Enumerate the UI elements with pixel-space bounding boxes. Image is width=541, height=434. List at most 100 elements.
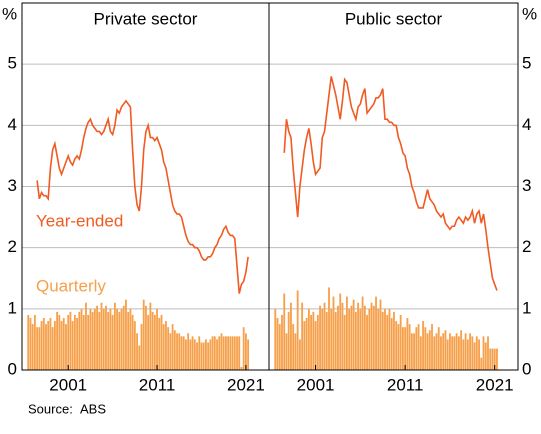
y-tick-label: 3 [8, 176, 17, 195]
bar [473, 342, 476, 370]
panel-title: Public sector [345, 9, 443, 28]
y-tick-label: 3 [522, 176, 531, 195]
bar [310, 314, 313, 370]
bar [401, 327, 404, 370]
bar [109, 308, 112, 370]
bar [283, 293, 286, 370]
x-tick-label: 2001 [49, 375, 87, 394]
bar [80, 308, 83, 370]
bar [278, 324, 281, 370]
bar [116, 308, 118, 370]
bar [417, 324, 420, 370]
bar [211, 336, 214, 370]
bar [240, 366, 243, 370]
bar [334, 311, 337, 370]
bar [422, 321, 424, 370]
bar [323, 302, 326, 370]
bar [149, 302, 152, 370]
bar [294, 333, 297, 370]
bar [361, 296, 364, 370]
bar [312, 311, 315, 370]
bar [193, 339, 196, 370]
bar [87, 314, 90, 370]
bar [91, 311, 94, 370]
bar [133, 321, 136, 370]
bar [173, 330, 176, 370]
bar [339, 293, 342, 370]
bar [49, 318, 52, 370]
bar [471, 336, 474, 370]
bar [354, 311, 357, 370]
bar [460, 330, 463, 370]
bar [202, 342, 205, 370]
bar [162, 324, 165, 370]
bar [455, 333, 458, 370]
bar [227, 336, 230, 370]
bar [200, 342, 203, 370]
bar [60, 321, 63, 370]
bar [285, 333, 288, 370]
bar [337, 305, 339, 370]
bar [330, 308, 333, 370]
bar [151, 311, 154, 370]
bar [464, 333, 467, 370]
bar [27, 314, 30, 370]
bar [67, 314, 70, 370]
bar [475, 336, 478, 370]
bar [36, 327, 39, 370]
bar [404, 327, 407, 370]
annotation: Quarterly [36, 276, 106, 295]
bar [426, 333, 429, 370]
bar [489, 348, 492, 370]
bar [156, 308, 158, 370]
bar [180, 336, 183, 370]
bar [384, 308, 386, 370]
bar [191, 336, 194, 370]
bar [431, 324, 433, 370]
bar [370, 302, 373, 370]
bar [484, 342, 487, 370]
bar [375, 296, 377, 370]
bar [216, 339, 218, 370]
bar [303, 321, 306, 370]
bar [96, 305, 98, 370]
bar [290, 302, 292, 370]
bar [89, 308, 92, 370]
bar [120, 308, 123, 370]
y-tick-label: 0 [8, 359, 17, 378]
bar [424, 327, 427, 370]
bar [328, 287, 330, 370]
bar [145, 305, 147, 370]
bar [419, 336, 422, 370]
line [36, 99, 249, 294]
bar [153, 314, 156, 370]
bar [276, 318, 279, 370]
bar [220, 333, 223, 370]
bar [363, 305, 366, 370]
bar [343, 314, 346, 370]
bar [71, 321, 74, 370]
bar [410, 333, 413, 370]
bar [160, 314, 163, 370]
bar [76, 318, 78, 370]
bar [42, 318, 45, 370]
y-tick-label: 0 [522, 359, 531, 378]
bar [292, 324, 295, 370]
bar [386, 314, 389, 370]
bar [31, 324, 34, 370]
bar [301, 302, 304, 370]
bar [393, 311, 395, 370]
bar [142, 299, 145, 370]
bar [93, 308, 96, 370]
y-tick-label: 2 [522, 237, 531, 256]
bar [462, 339, 465, 370]
bar [496, 348, 498, 370]
x-tick-label: 2001 [297, 375, 335, 394]
bar [242, 327, 245, 370]
source: ABS [80, 401, 106, 416]
bar [125, 299, 127, 370]
bar [359, 308, 362, 370]
bar [178, 333, 181, 370]
bar [413, 333, 416, 370]
bar [466, 339, 469, 370]
